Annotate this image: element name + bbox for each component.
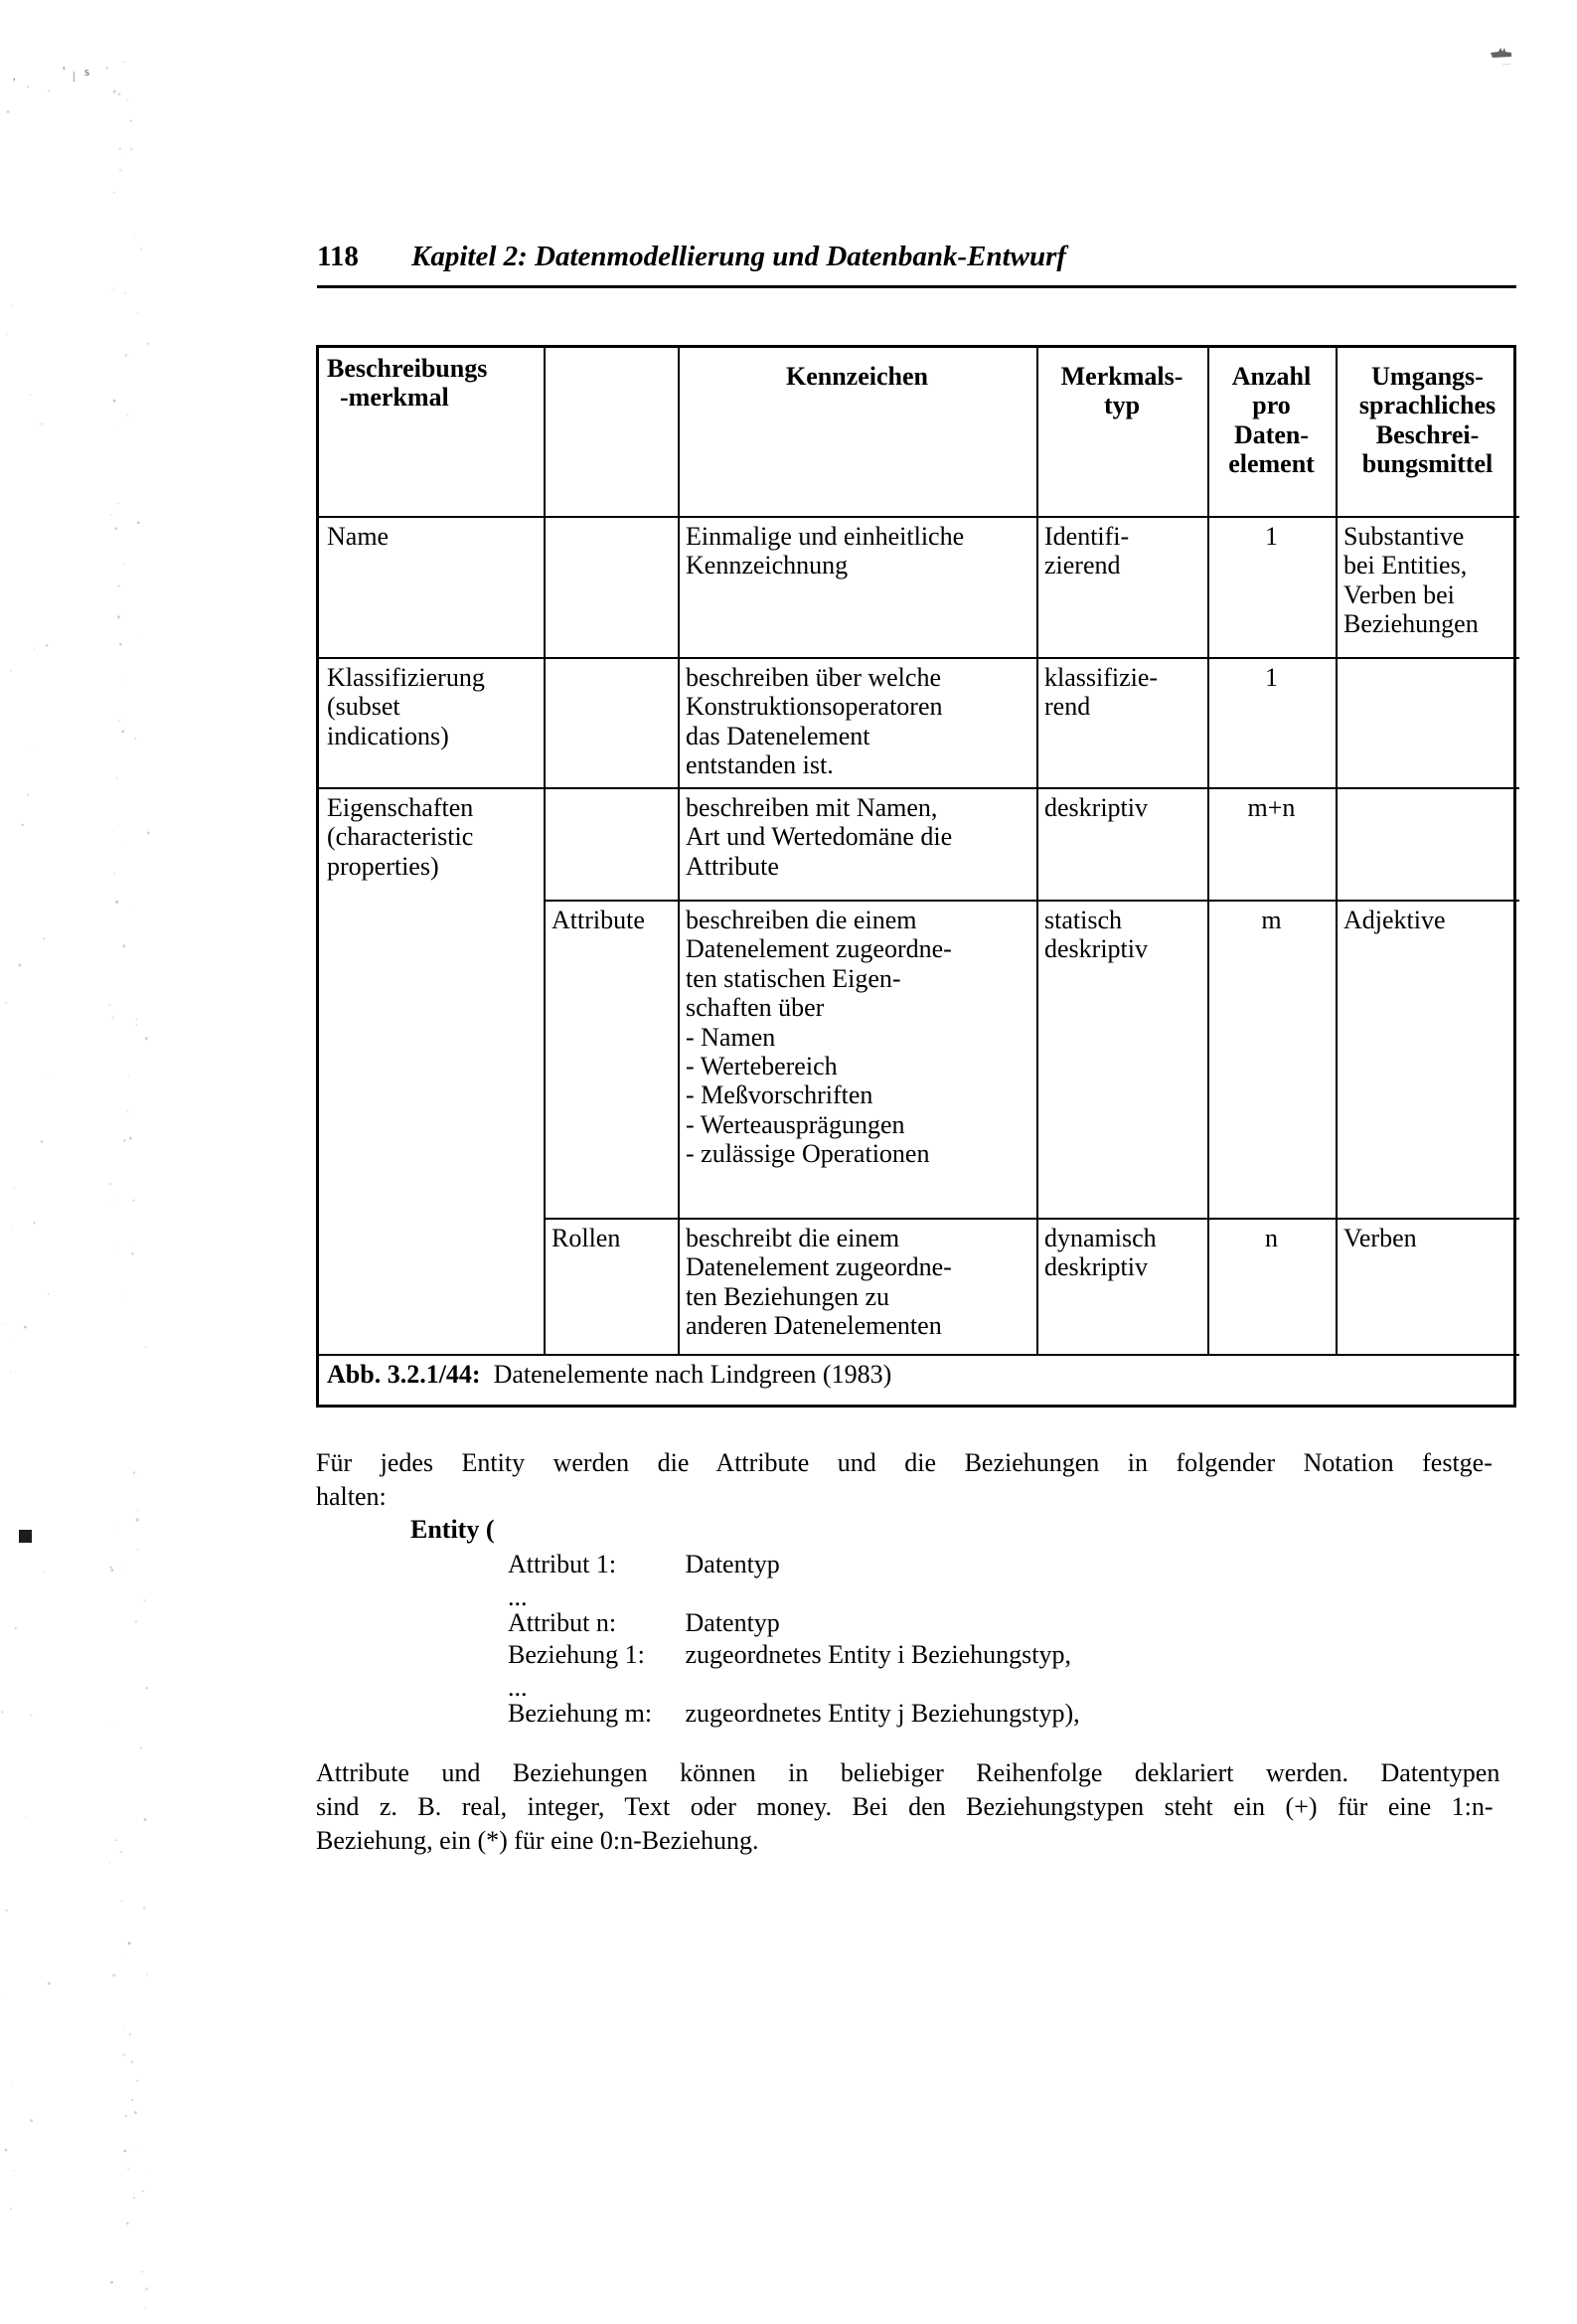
svg-text:,: ,	[13, 71, 16, 83]
svg-text:': '	[63, 64, 65, 79]
svg-text:.: .	[27, 80, 29, 89]
svg-text:': '	[106, 66, 108, 76]
svg-text:|: |	[73, 69, 75, 83]
svg-text:.: .	[48, 83, 50, 93]
svg-text:s: s	[84, 64, 89, 79]
svg-text:----: ----	[1502, 62, 1510, 68]
